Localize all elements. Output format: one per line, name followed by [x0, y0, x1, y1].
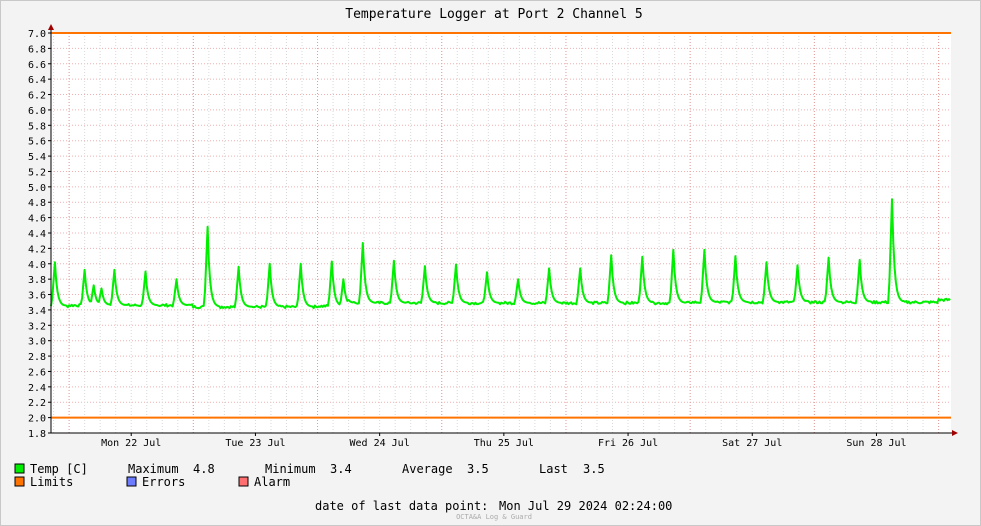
x-axis-day-labels: Mon 22 Jul Tue 23 Jul Wed 24 Jul Thu 25 Jul…	[101, 433, 907, 449]
y-tick-label: 6.2	[28, 91, 46, 102]
y-tick-label: 2.4	[28, 383, 46, 394]
y-tick-label: 6.6	[28, 60, 46, 71]
stat-last-label: Last	[539, 462, 568, 476]
y-tick-label: 5.8	[28, 121, 46, 132]
grid-minor	[51, 32, 951, 434]
stat-max-value: 4.8	[193, 462, 215, 476]
legend-errors-label: Errors	[142, 475, 185, 489]
y-tick-label: 2.8	[28, 352, 46, 363]
y-tick-label: 3.6	[28, 291, 46, 302]
legend-swatch-alarm	[238, 476, 249, 487]
y-tick-label: 4.8	[28, 198, 46, 209]
y-tick-label: 3.0	[28, 337, 46, 348]
y-tick-label: 2.2	[28, 398, 46, 409]
x-tick-label: Sun 28 Jul	[846, 438, 906, 449]
stat-max-label: Maximum	[128, 462, 179, 476]
legend-swatch-errors	[126, 476, 137, 487]
legend-temp-label: Temp [C]	[30, 462, 88, 476]
x-tick-label: Fri 26 Jul	[598, 438, 658, 449]
x-tick-label: Tue 23 Jul	[225, 438, 285, 449]
y-tick-label: 3.2	[28, 321, 46, 332]
y-tick-label: 2.0	[28, 414, 46, 425]
x-tick-label: Wed 24 Jul	[350, 438, 410, 449]
y-tick-label: 6.8	[28, 44, 46, 55]
stat-min-value: 3.4	[330, 462, 352, 476]
y-tick-label: 3.4	[28, 306, 46, 317]
y-axis-ticks: 7.0 6.8 6.6 6.4 6.2 6.0 5.8 5.6 5.4 5.2 5.0 4.8 4.6 4…	[28, 29, 51, 440]
legend-alarm-label: Alarm	[254, 475, 290, 489]
y-tick-label: 6.4	[28, 75, 46, 86]
series-temp	[50, 198, 951, 310]
chart-title: Temperature Logger at Port 2 Channel 5	[345, 7, 642, 22]
y-tick-label: 6.0	[28, 106, 46, 117]
legend-swatch-limits	[14, 476, 25, 487]
y-tick-label: 4.2	[28, 244, 46, 255]
y-tick-label: 7.0	[28, 29, 46, 40]
limit-lines	[51, 32, 951, 419]
x-tick-label: Sat 27 Jul	[722, 438, 782, 449]
y-tick-label: 5.6	[28, 137, 46, 148]
y-tick-label: 4.0	[28, 260, 46, 271]
y-tick-label: 5.0	[28, 183, 46, 194]
x-axis-arrow	[952, 430, 958, 436]
last-data-point-value: Mon Jul 29 2024 02:24:00	[499, 499, 672, 513]
stat-min-label: Minimum	[265, 462, 316, 476]
y-tick-label: 1.8	[28, 429, 46, 440]
legend-swatch-temp	[14, 463, 25, 474]
y-tick-label: 4.4	[28, 229, 46, 240]
axes	[48, 24, 958, 436]
y-tick-label: 2.6	[28, 367, 46, 378]
stat-avg-label: Average	[402, 462, 453, 476]
temp-series-line	[50, 198, 951, 310]
watermark-text: OCTA&A Log & Guard	[456, 513, 532, 521]
x-tick-label: Thu 25 Jul	[474, 438, 534, 449]
stat-avg-value: 3.5	[467, 462, 489, 476]
y-tick-label: 5.4	[28, 152, 46, 163]
x-tick-label: Mon 22 Jul	[101, 438, 161, 449]
y-tick-label: 3.8	[28, 275, 46, 286]
last-data-point-label: date of last data point:	[315, 499, 488, 513]
y-axis-arrow	[48, 24, 54, 30]
stat-last-value: 3.5	[583, 462, 605, 476]
grid-major	[68, 33, 940, 433]
legend-limits-label: Limits	[30, 475, 73, 489]
y-tick-label: 4.6	[28, 214, 46, 225]
y-tick-label: 5.2	[28, 167, 46, 178]
